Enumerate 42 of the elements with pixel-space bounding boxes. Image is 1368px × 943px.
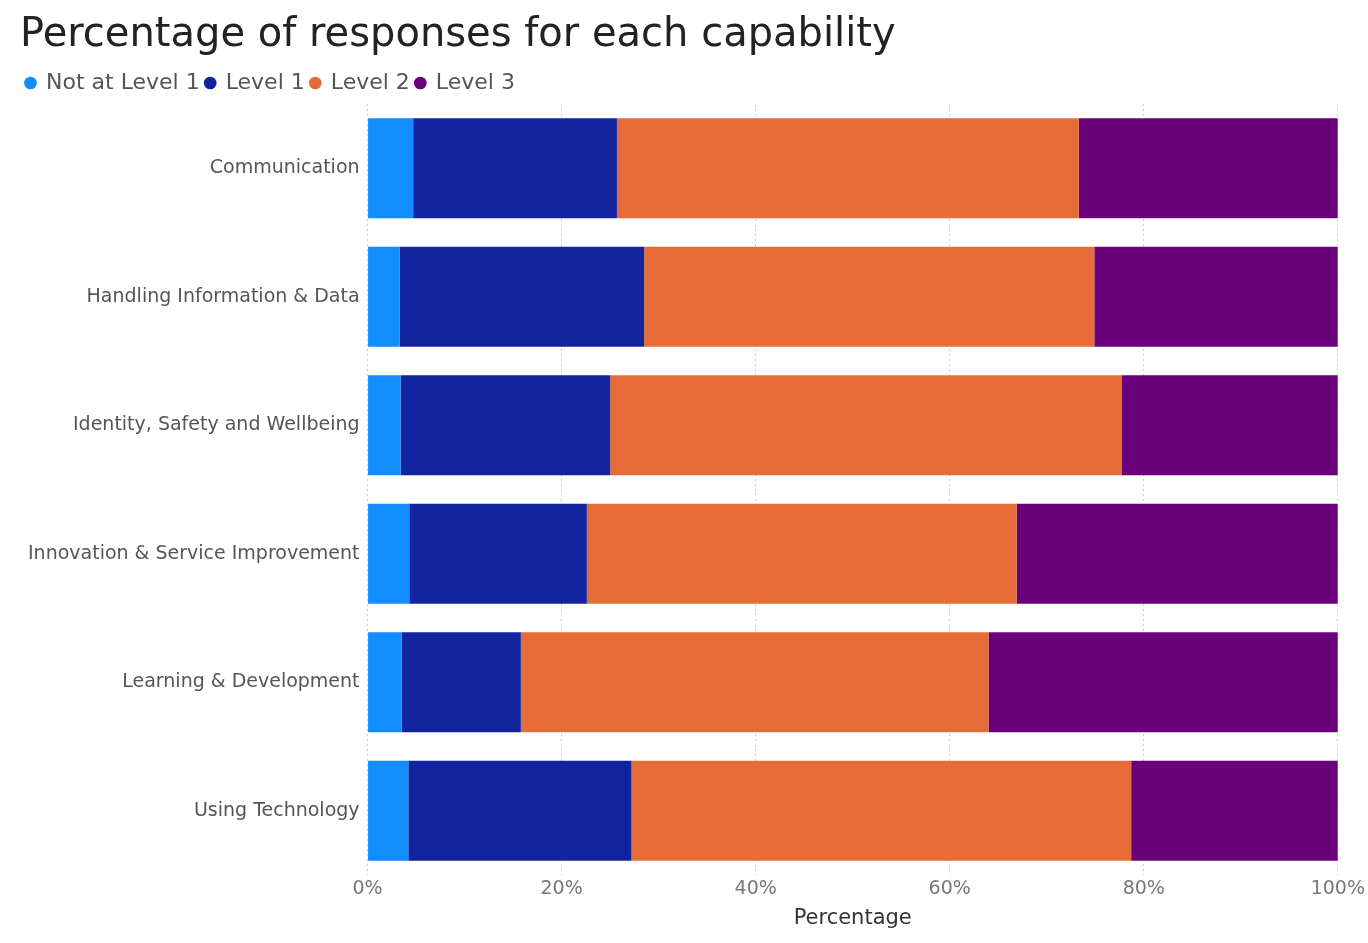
bar xyxy=(644,246,1095,347)
bar xyxy=(610,375,1122,476)
y-tick-label: Handling Information & Data xyxy=(86,283,360,306)
bar xyxy=(520,632,989,733)
bar xyxy=(616,118,1079,219)
bar xyxy=(368,375,401,476)
x-axis-title: Percentage xyxy=(793,904,912,929)
bar xyxy=(368,503,410,604)
bar xyxy=(409,503,587,604)
bar xyxy=(400,375,611,476)
x-tick-label: 0% xyxy=(352,876,383,899)
bar xyxy=(1094,246,1338,347)
y-tick-label: Learning & Development xyxy=(122,669,360,692)
bar xyxy=(988,632,1338,733)
x-tick-label: 100% xyxy=(1310,876,1365,899)
legend-label: Level 2 xyxy=(330,68,410,94)
bar xyxy=(1121,375,1338,476)
bar xyxy=(586,503,1017,604)
x-tick-label: 40% xyxy=(734,876,777,899)
x-tick-label: 60% xyxy=(928,876,971,899)
bar xyxy=(1016,503,1338,604)
bar xyxy=(631,760,1132,861)
bar xyxy=(399,246,645,347)
x-tick-label: 20% xyxy=(540,876,583,899)
bar xyxy=(401,632,521,733)
legend-label: Not at Level 1 xyxy=(46,68,200,94)
legend-label: Level 1 xyxy=(225,68,305,94)
bar xyxy=(368,760,409,861)
bar xyxy=(408,760,632,861)
bar xyxy=(368,632,402,733)
y-tick-label: Innovation & Service Improvement xyxy=(27,540,360,563)
bar xyxy=(413,118,617,219)
bar xyxy=(368,246,400,347)
y-tick-label: Identity, Safety and Wellbeing xyxy=(73,412,360,435)
bar xyxy=(368,118,414,219)
chart-title: Percentage of responses for each capability xyxy=(20,9,896,56)
x-tick-label: 80% xyxy=(1122,876,1165,899)
y-tick-label: Communication xyxy=(209,155,360,178)
y-tick-label: Using Technology xyxy=(193,797,360,820)
bar xyxy=(1078,118,1338,219)
legend-label: Level 3 xyxy=(435,68,515,94)
bar xyxy=(1131,760,1338,861)
